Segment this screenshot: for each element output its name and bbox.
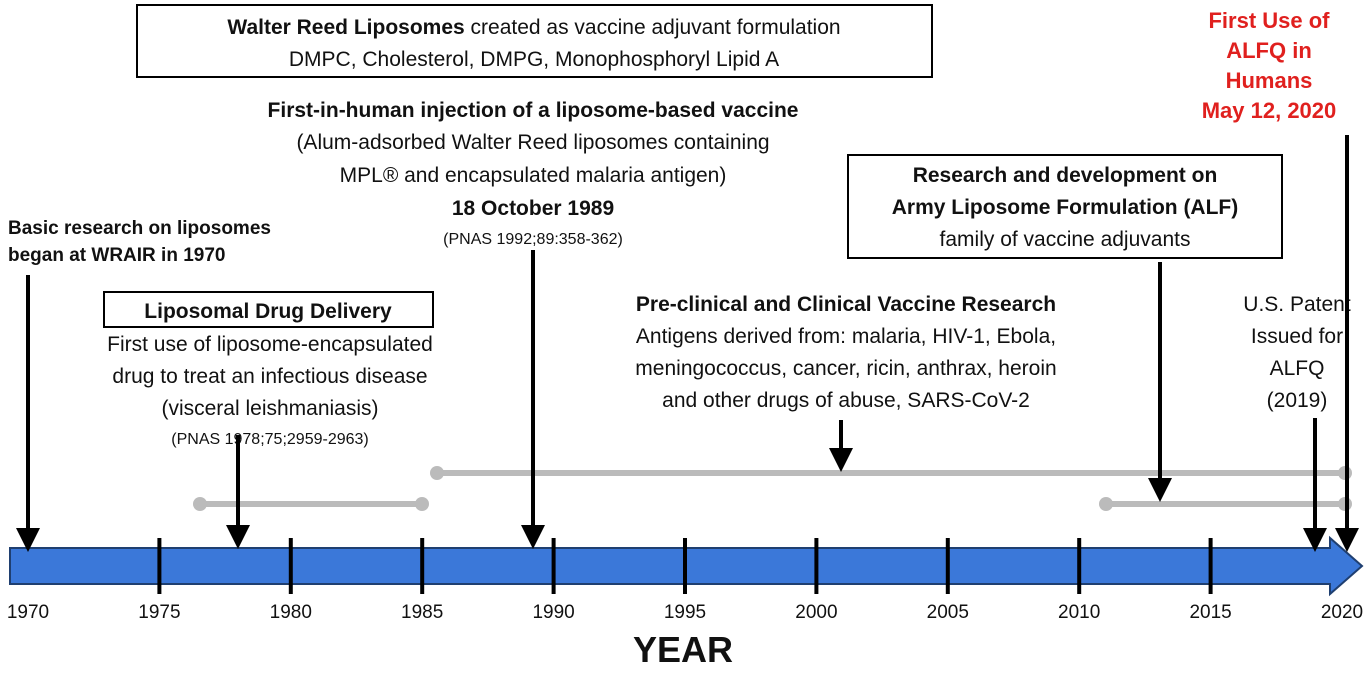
pointers [16, 135, 1359, 552]
walter-reed-line1: Walter Reed Liposomes created as vaccine… [227, 16, 840, 39]
tick-label: 2020 [1321, 602, 1363, 623]
event-text: U.S. Patent [1243, 293, 1351, 316]
text: created as vaccine adjuvant formulation [471, 16, 841, 39]
highlight-text: Humans [1226, 68, 1313, 93]
ticks: 1970 1975 1980 1985 1990 1995 2000 2005 2010 2015… [7, 538, 1363, 623]
event-title: First-in-human injection of a liposome-b… [268, 99, 799, 122]
range-end [415, 497, 429, 511]
event-date: 18 October 1989 [452, 197, 614, 220]
tick-label: 1970 [7, 602, 49, 623]
walter-reed-line2: DMPC, Cholesterol, DMPG, Monophosphoryl … [289, 48, 779, 71]
event-text: Basic research on liposomes [8, 218, 271, 239]
event-title: Army Liposome Formulation (ALF) [892, 196, 1239, 219]
highlight-text: May 12, 2020 [1202, 98, 1337, 123]
event-text: (visceral leishmaniasis) [161, 397, 378, 420]
event-text: family of vaccine adjuvants [940, 228, 1191, 251]
event-title: Pre-clinical and Clinical Vaccine Resear… [636, 293, 1056, 316]
tick-label: 2000 [795, 602, 837, 623]
event-ref: (PNAS 1978;75;2959-2963) [171, 431, 368, 448]
event-text: ALFQ [1270, 357, 1325, 380]
tick-label: 1990 [532, 602, 574, 623]
highlight-text: First Use of [1208, 8, 1330, 33]
range-end [430, 466, 444, 480]
event-text: Issued for [1251, 325, 1343, 348]
event-title: Research and development on [913, 164, 1218, 187]
highlight-text: ALFQ in [1226, 38, 1312, 63]
box [136, 4, 933, 78]
axis-title: YEAR [633, 629, 733, 670]
range-bars [193, 466, 1352, 511]
event-text: (2019) [1267, 389, 1328, 412]
event-text: MPL® and encapsulated malaria antigen) [340, 164, 727, 187]
tick-label: 2010 [1058, 602, 1100, 623]
event-text: and other drugs of abuse, SARS-CoV-2 [662, 389, 1030, 412]
range-end [1099, 497, 1113, 511]
tick-label: 2015 [1189, 602, 1231, 623]
box [103, 291, 434, 328]
event-text: drug to treat an infectious disease [112, 365, 427, 388]
event-title: Liposomal Drug Delivery [144, 300, 392, 323]
tick-label: 2005 [927, 602, 969, 623]
tick-label: 1995 [664, 602, 706, 623]
tick-label: 1975 [138, 602, 180, 623]
event-text: (Alum-adsorbed Walter Reed liposomes con… [296, 131, 769, 154]
range-end [193, 497, 207, 511]
box [847, 154, 1283, 259]
bold-text: Walter Reed Liposomes [227, 16, 464, 39]
tick-label: 1985 [401, 602, 443, 623]
event-text: began at WRAIR in 1970 [8, 245, 226, 266]
tick-label: 1980 [270, 602, 312, 623]
event-text: First use of liposome-encapsulated [107, 333, 433, 356]
event-text: Antigens derived from: malaria, HIV-1, E… [636, 325, 1056, 348]
event-ref: (PNAS 1992;89:358-362) [443, 231, 623, 248]
event-text: meningococcus, cancer, ricin, anthrax, h… [635, 357, 1056, 380]
